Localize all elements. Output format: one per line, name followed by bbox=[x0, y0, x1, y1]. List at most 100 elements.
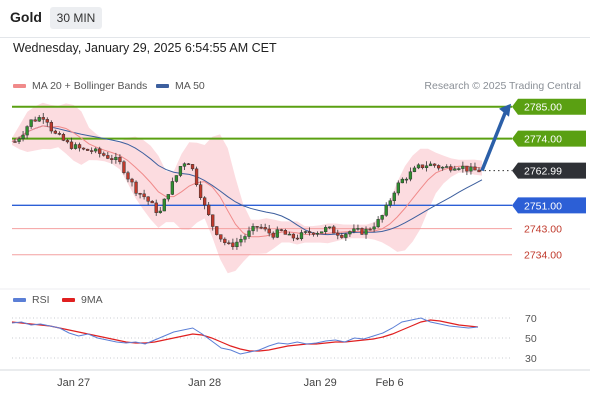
legend-rsi: RSI bbox=[13, 294, 50, 306]
rsi-tick-1: 50 bbox=[525, 333, 537, 345]
candle-77 bbox=[324, 227, 328, 232]
candle-64 bbox=[271, 232, 275, 238]
candle-97 bbox=[404, 178, 409, 181]
level-tag-3: 2751.00 bbox=[524, 200, 562, 212]
top-bar: Gold 30 MIN bbox=[0, 0, 590, 38]
legend-swatch bbox=[13, 84, 26, 88]
candle-33 bbox=[146, 196, 150, 202]
candle-6 bbox=[37, 117, 41, 122]
candle-87 bbox=[364, 228, 368, 235]
candle-104 bbox=[432, 163, 437, 166]
candle-53 bbox=[227, 242, 231, 245]
candle-7 bbox=[41, 117, 45, 120]
candle-4 bbox=[29, 119, 33, 127]
candle-114 bbox=[473, 166, 477, 171]
candle-100 bbox=[416, 164, 421, 169]
candle-49 bbox=[211, 214, 215, 227]
candle-15 bbox=[73, 144, 78, 149]
candle-10 bbox=[53, 130, 57, 134]
level-tag-1: 2774.00 bbox=[524, 134, 562, 146]
candle-63 bbox=[267, 228, 271, 234]
candle-74 bbox=[311, 232, 316, 235]
candle-68 bbox=[287, 233, 292, 236]
candle-47 bbox=[202, 197, 207, 206]
candle-54 bbox=[231, 242, 235, 248]
candle-85 bbox=[356, 228, 360, 230]
candle-98 bbox=[408, 171, 413, 180]
candle-69 bbox=[291, 233, 296, 239]
candle-16 bbox=[77, 144, 82, 149]
candle-82 bbox=[344, 233, 348, 238]
candle-40 bbox=[174, 175, 179, 182]
timeframe-selector[interactable]: 30 MIN bbox=[50, 7, 102, 29]
candle-102 bbox=[424, 165, 429, 169]
level-tag-0: 2785.00 bbox=[524, 102, 562, 114]
level-tags: 2785.00 2774.00 2762.99 2751.00 2743.00 2734.… bbox=[512, 98, 586, 262]
candle-103 bbox=[428, 163, 433, 167]
candle-9 bbox=[49, 122, 53, 132]
candle-59 bbox=[251, 226, 255, 232]
candle-25 bbox=[114, 156, 118, 161]
candle-31 bbox=[138, 193, 142, 195]
candle-93 bbox=[388, 200, 392, 206]
projection-arrow-shaft bbox=[480, 110, 508, 172]
moving-averages bbox=[11, 125, 483, 238]
candle-32 bbox=[142, 193, 146, 198]
candle-18 bbox=[85, 148, 90, 151]
candle-46 bbox=[198, 184, 203, 199]
candle-70 bbox=[295, 237, 300, 240]
x-tick-3: Feb 6 bbox=[375, 377, 403, 389]
level-tag-5: 2734.00 bbox=[524, 250, 562, 262]
candle-109 bbox=[453, 168, 457, 171]
candle-106 bbox=[441, 166, 445, 169]
candles bbox=[13, 113, 481, 250]
instrument-title: Gold bbox=[10, 9, 42, 25]
x-tick-2: Jan 29 bbox=[304, 377, 337, 389]
candle-92 bbox=[384, 204, 388, 216]
x-tick-0: Jan 27 bbox=[57, 377, 90, 389]
candle-81 bbox=[340, 235, 344, 238]
legend-rsi-label: RSI bbox=[32, 294, 50, 306]
candle-78 bbox=[328, 226, 332, 229]
candle-5 bbox=[33, 119, 37, 122]
projection-arrow bbox=[480, 103, 511, 172]
candle-79 bbox=[332, 226, 336, 234]
candle-0 bbox=[13, 141, 17, 143]
candle-88 bbox=[368, 228, 372, 231]
candle-75 bbox=[315, 232, 320, 235]
candle-58 bbox=[247, 230, 251, 237]
candle-1 bbox=[17, 138, 21, 142]
credit-label: Research © 2025 Trading Central bbox=[424, 80, 581, 92]
candle-111 bbox=[461, 165, 465, 169]
candle-76 bbox=[319, 231, 324, 234]
candle-19 bbox=[90, 150, 94, 152]
candle-11 bbox=[57, 133, 62, 135]
candle-52 bbox=[223, 238, 227, 244]
candle-13 bbox=[65, 140, 70, 143]
candle-2 bbox=[21, 134, 25, 139]
bollinger-bands bbox=[12, 102, 482, 274]
candle-57 bbox=[243, 236, 247, 240]
legend-swatch bbox=[156, 84, 169, 88]
candle-38 bbox=[166, 194, 170, 200]
level-tag-2: 2762.99 bbox=[524, 166, 562, 178]
candle-36 bbox=[158, 210, 162, 213]
ma20-line bbox=[11, 125, 483, 238]
candle-21 bbox=[98, 148, 102, 154]
legend-swatch bbox=[62, 298, 75, 302]
candle-115 bbox=[477, 169, 481, 173]
candle-37 bbox=[162, 198, 166, 212]
candle-48 bbox=[207, 204, 211, 216]
legend-9ma: 9MA bbox=[62, 294, 103, 306]
candle-22 bbox=[102, 153, 106, 156]
candle-65 bbox=[275, 229, 279, 238]
candle-55 bbox=[235, 241, 239, 248]
candle-26 bbox=[118, 156, 122, 163]
candle-80 bbox=[336, 232, 340, 236]
candle-44 bbox=[190, 164, 195, 170]
candle-108 bbox=[449, 166, 453, 171]
candle-83 bbox=[348, 231, 352, 235]
candle-43 bbox=[186, 163, 191, 165]
level-tag-4: 2743.00 bbox=[524, 224, 562, 236]
